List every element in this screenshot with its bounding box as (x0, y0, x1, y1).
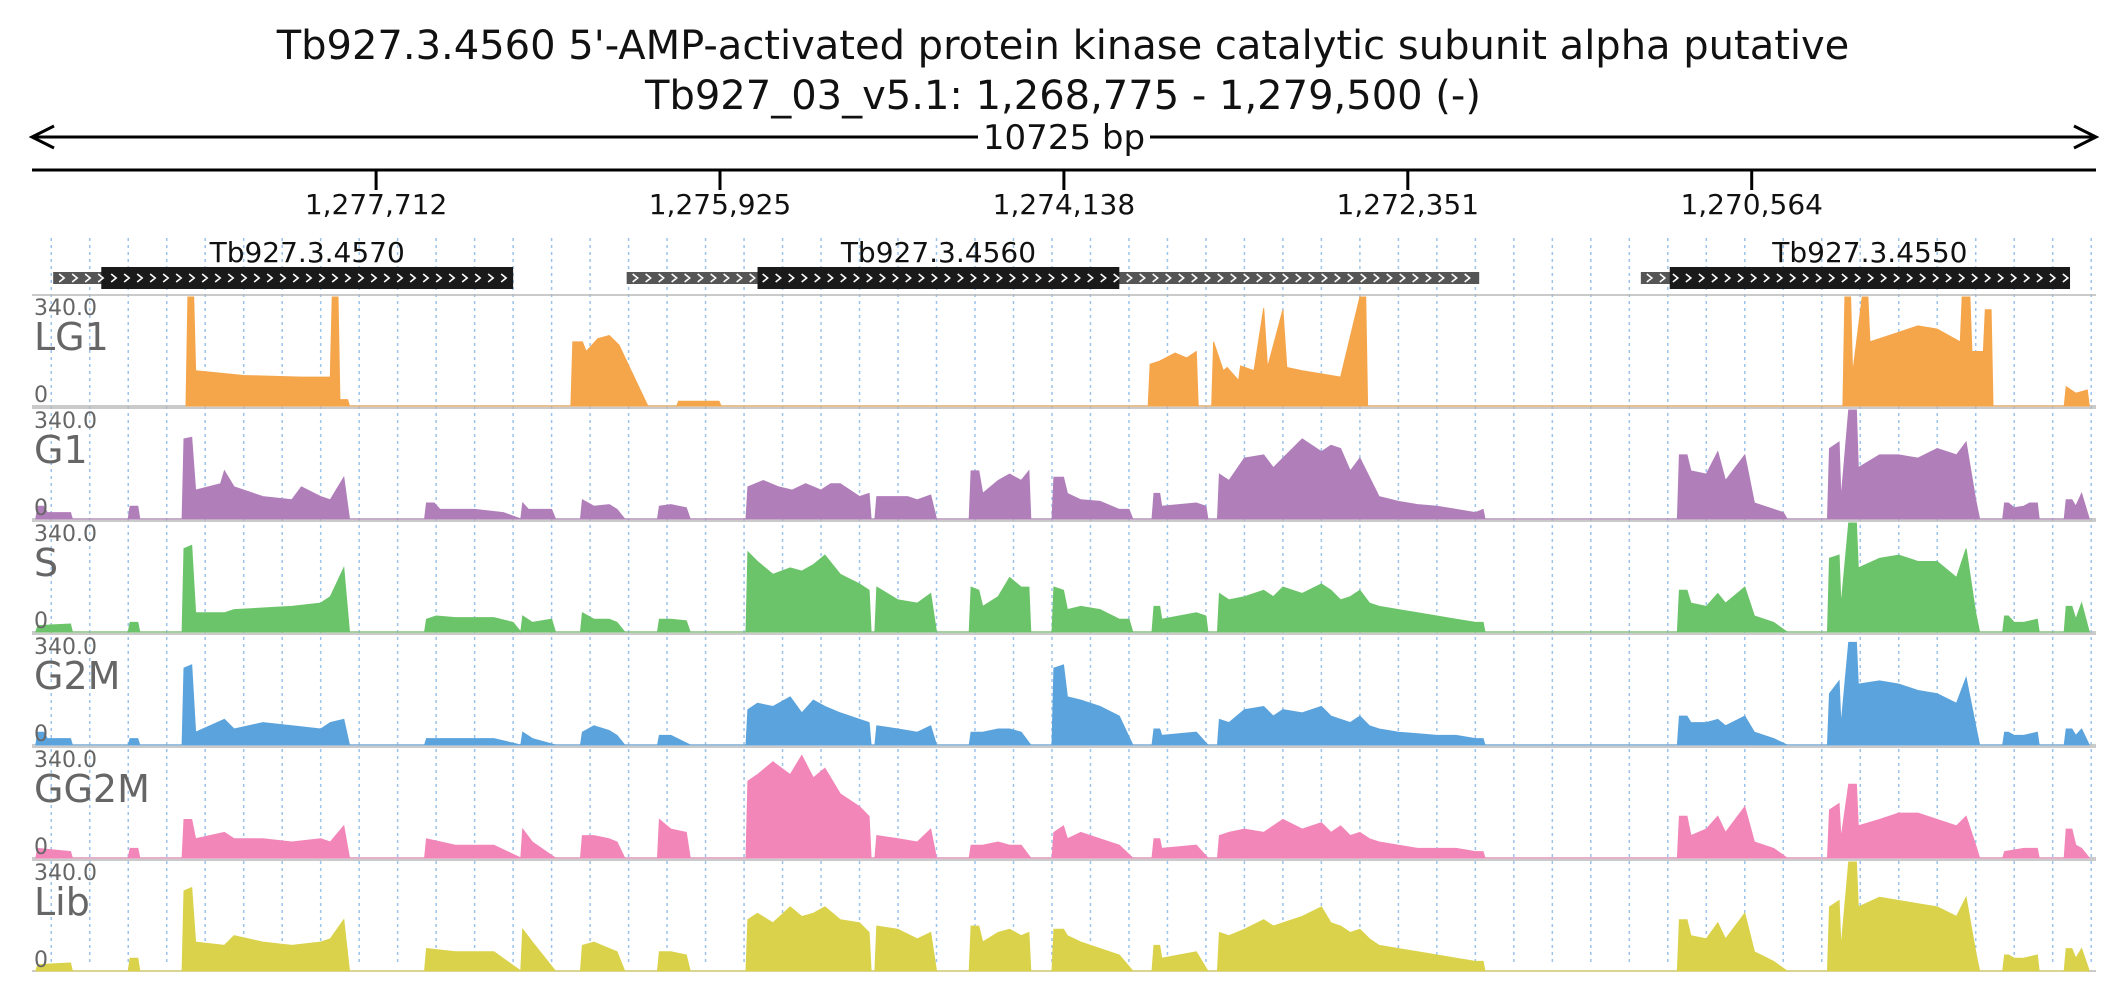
span-scale: 10725 bp (28, 118, 2100, 158)
track-ymin-label: 0 (34, 948, 48, 973)
gene-strand-arrows (1646, 273, 2070, 283)
gene-track: Tb927.3.4570 Tb927.3.4560 Tb927.3.4550 (53, 236, 2071, 289)
track-name-label: LG1 (34, 315, 109, 359)
coordinate-ruler: 1,277,712 1,275,925 1,274,138 1,272,351 1,27… (32, 168, 2096, 221)
span-arrow-right (2073, 124, 2100, 150)
track-g1: 340.0G1 0 (32, 407, 2096, 521)
ruler-tick-label: 1,272,351 (1337, 188, 1480, 221)
coverage-area (35, 754, 2091, 859)
coverage-area (35, 409, 2090, 520)
track-s: 340.0S 0 (32, 520, 2096, 634)
span-length-label: 10725 bp (983, 118, 1145, 158)
track-name-label: GG2M (34, 767, 150, 811)
coverage-tracks: 340.0LG10340.0G10340.0S0340.0G2M0340.0GG… (32, 294, 2096, 973)
ruler-tick-label: 1,274,138 (993, 188, 1136, 221)
chart-title: Tb927.3.4560 5'-AMP-activated protein ki… (276, 23, 1850, 69)
gene-strand-arrows (632, 273, 1471, 283)
gene-label: Tb927.3.4550 (1771, 236, 1967, 269)
gene-cds (101, 267, 514, 289)
track-name-label: G1 (34, 428, 88, 472)
ruler-tick-label: 1,277,712 (305, 188, 448, 221)
span-arrow-left (28, 124, 55, 150)
track-name-label: G2M (34, 654, 120, 698)
track-ymax-label: 340.0 (34, 296, 97, 321)
gene-cds (1669, 267, 2071, 289)
gene-label: Tb927.3.4570 (209, 236, 405, 269)
track-name-label: Lib (34, 880, 90, 924)
track-ymin-label: 0 (34, 496, 48, 521)
coverage-area (185, 296, 2090, 407)
track-ymax-label: 340.0 (34, 635, 97, 660)
ruler-tick-label: 1,275,925 (649, 188, 792, 221)
coverage-area (35, 861, 2091, 972)
track-ymin-label: 0 (34, 835, 48, 860)
ruler-tick-label: 1,270,564 (1680, 188, 1823, 221)
coverage-area (35, 522, 2090, 634)
track-name-label: S (34, 541, 58, 585)
track-ymax-label: 340.0 (34, 861, 97, 886)
track-ymin-label: 0 (34, 722, 48, 747)
coverage-area (35, 641, 2091, 746)
gene-strand-arrows (58, 273, 508, 283)
track-ymax-label: 340.0 (34, 409, 97, 434)
chart-subtitle: Tb927_03_v5.1: 1,268,775 - 1,279,500 (-) (645, 73, 1481, 119)
gene-cds (757, 267, 1120, 289)
track-ymax-label: 340.0 (34, 748, 97, 773)
track-ymin-label: 0 (34, 383, 48, 408)
track-ymax-label: 340.0 (34, 522, 97, 547)
track-ymin-label: 0 (34, 609, 48, 634)
gene-label: Tb927.3.4560 (840, 236, 1036, 269)
